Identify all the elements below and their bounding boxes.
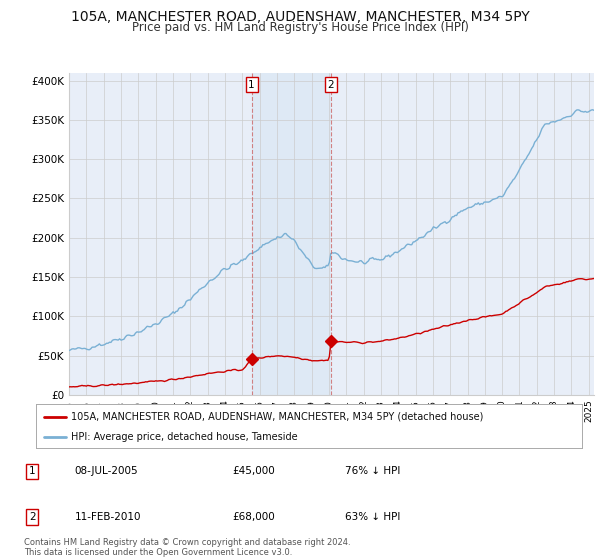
Text: 11-FEB-2010: 11-FEB-2010: [74, 512, 141, 522]
Text: 63% ↓ HPI: 63% ↓ HPI: [345, 512, 400, 522]
Text: 105A, MANCHESTER ROAD, AUDENSHAW, MANCHESTER, M34 5PY (detached house): 105A, MANCHESTER ROAD, AUDENSHAW, MANCHE…: [71, 412, 484, 422]
Text: Price paid vs. HM Land Registry's House Price Index (HPI): Price paid vs. HM Land Registry's House …: [131, 21, 469, 34]
Bar: [251, 73, 331, 395]
Text: 1: 1: [29, 466, 35, 477]
Text: Contains HM Land Registry data © Crown copyright and database right 2024.
This d: Contains HM Land Registry data © Crown c…: [24, 538, 350, 557]
Text: £45,000: £45,000: [232, 466, 275, 477]
Text: £68,000: £68,000: [232, 512, 275, 522]
Text: 76% ↓ HPI: 76% ↓ HPI: [345, 466, 400, 477]
Text: 105A, MANCHESTER ROAD, AUDENSHAW, MANCHESTER, M34 5PY: 105A, MANCHESTER ROAD, AUDENSHAW, MANCHE…: [71, 10, 529, 24]
Text: 08-JUL-2005: 08-JUL-2005: [74, 466, 138, 477]
Text: 2: 2: [328, 80, 334, 90]
Text: 2: 2: [29, 512, 35, 522]
Text: HPI: Average price, detached house, Tameside: HPI: Average price, detached house, Tame…: [71, 432, 298, 442]
Text: 1: 1: [248, 80, 255, 90]
